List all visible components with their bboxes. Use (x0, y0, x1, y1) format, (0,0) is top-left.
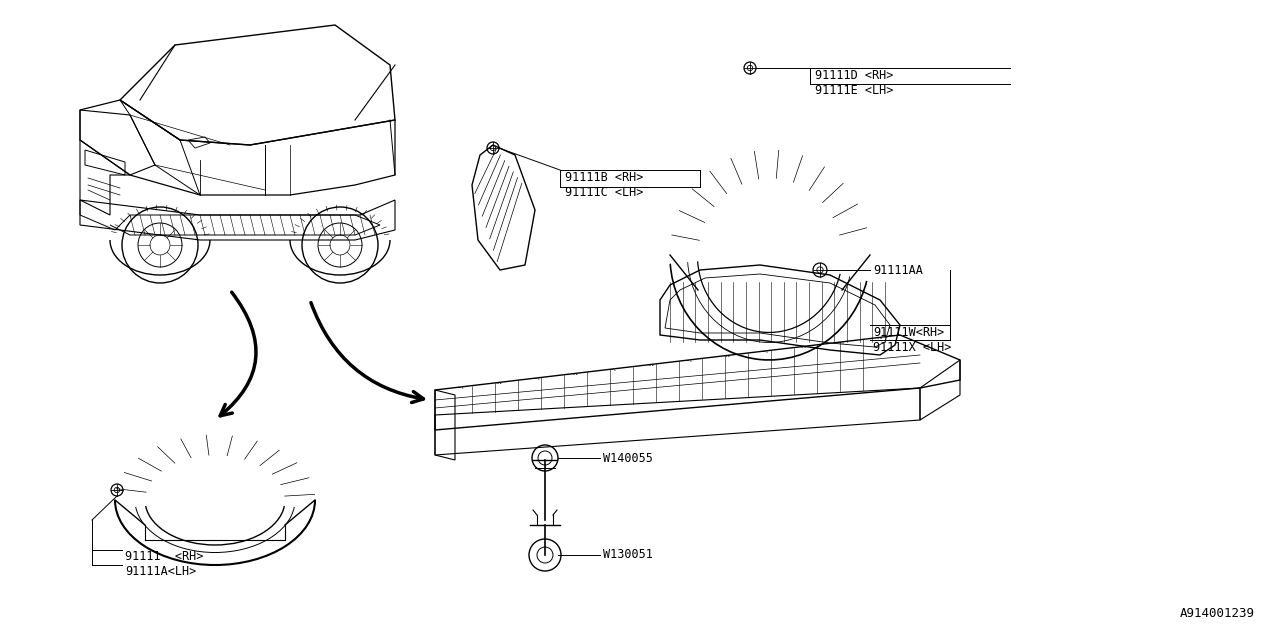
Text: A914001239: A914001239 (1180, 607, 1254, 620)
FancyArrowPatch shape (311, 303, 424, 403)
Text: 91111  <RH>
91111A<LH>: 91111 <RH> 91111A<LH> (125, 550, 204, 578)
Text: 91111B <RH>
91111C <LH>: 91111B <RH> 91111C <LH> (564, 171, 644, 199)
FancyArrowPatch shape (220, 292, 256, 416)
Text: 91111W<RH>
91111X <LH>: 91111W<RH> 91111X <LH> (873, 326, 951, 354)
Text: W130051: W130051 (603, 548, 653, 561)
Text: W140055: W140055 (603, 451, 653, 465)
Text: 91111D <RH>
91111E <LH>: 91111D <RH> 91111E <LH> (815, 69, 893, 97)
Text: 91111AA: 91111AA (873, 264, 923, 276)
